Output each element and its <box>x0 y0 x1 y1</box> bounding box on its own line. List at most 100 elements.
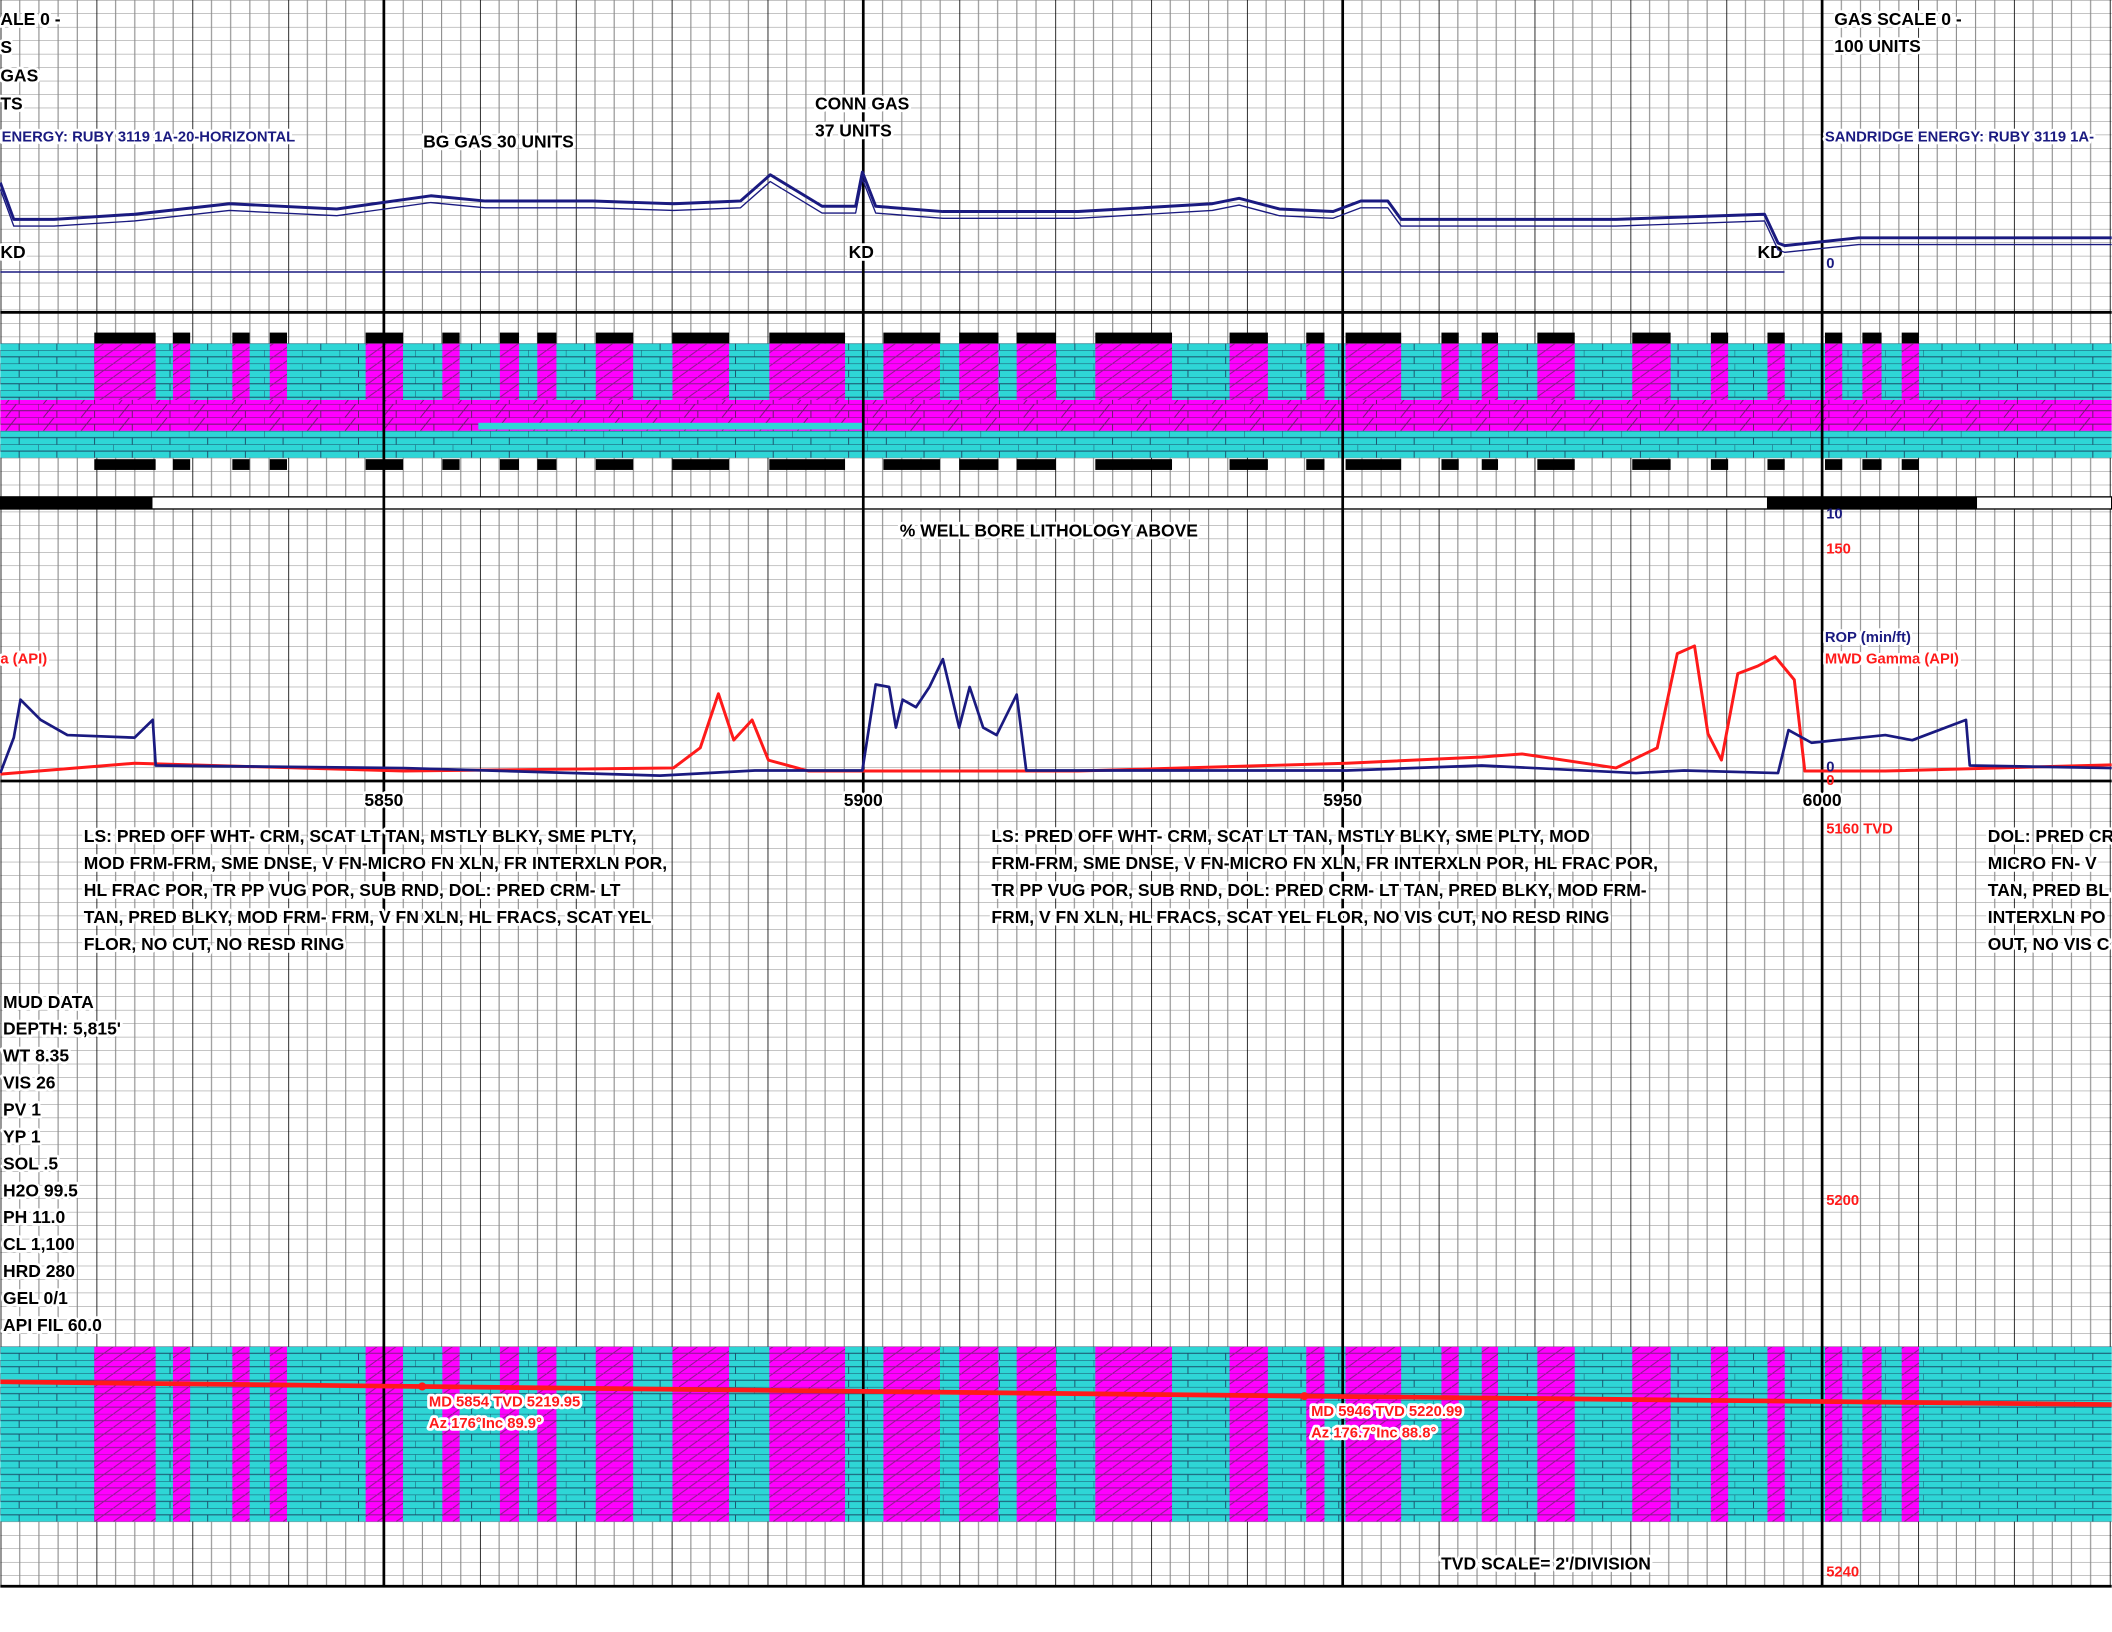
tvd-scale-label: TVD SCALE= 2'/DIVISION <box>1441 1553 1651 1573</box>
interval-marker <box>1824 332 1843 344</box>
dolomite-interval <box>1632 343 1671 400</box>
dolomite-interval <box>883 1346 940 1522</box>
gamma-tick-label: 0 <box>1826 773 1834 789</box>
interval-marker <box>1345 459 1402 470</box>
depth-label: 6000 <box>1803 790 1842 810</box>
description-line: FLOR, NO CUT, NO RESD RING <box>84 934 345 954</box>
mud-data-line: API FIL 60.0 <box>3 1315 102 1335</box>
gas-scale-label: TS <box>0 94 22 114</box>
dolomite-interval <box>442 1346 460 1522</box>
dolomite-interval <box>1862 1346 1882 1522</box>
interval-marker <box>595 332 634 344</box>
interval-marker <box>1901 332 1919 344</box>
interval-marker <box>1767 459 1785 470</box>
tvd-tick-label: 5160 TVD <box>1826 821 1893 837</box>
interval-marker <box>1306 459 1325 470</box>
dolomite-interval <box>672 343 730 400</box>
interval-marker <box>1481 332 1499 344</box>
mud-data-line: CL 1,100 <box>3 1234 75 1254</box>
dolomite-interval <box>232 343 250 400</box>
gamma-tick-label: 150 <box>1826 541 1851 557</box>
description-line: MICRO FN- V <box>1988 853 2097 873</box>
rop-tick-label: 0 <box>1826 759 1834 775</box>
interval-marker <box>1710 332 1729 344</box>
interval-marker <box>1095 459 1173 470</box>
gas-scale-label: GAS SCALE 0 - <box>1834 9 1962 29</box>
mud-data-line: MUD DATA <box>3 992 94 1012</box>
dolomite-interval <box>94 1346 156 1522</box>
interval-marker <box>1095 332 1173 344</box>
interval-marker <box>94 332 156 344</box>
interval-marker <box>94 459 156 470</box>
well-name: SANDRIDGE ENERGY: RUBY 3119 1A- <box>1825 129 2094 145</box>
mud-data-line: SOL .5 <box>3 1153 58 1173</box>
interval-marker <box>269 459 288 470</box>
description-line: HL FRAC POR, TR PP VUG POR, SUB RND, DOL… <box>84 880 621 900</box>
interval-marker <box>499 459 520 470</box>
interval-marker <box>1901 459 1919 470</box>
interval-marker <box>1537 332 1575 344</box>
lithology-track <box>0 332 2112 1522</box>
interval-marker <box>1229 332 1268 344</box>
dolomite-interval <box>269 343 288 400</box>
mud-data-line: VIS 26 <box>3 1073 56 1093</box>
mud-data-line: DEPTH: 5,815' <box>3 1019 121 1039</box>
dolomite-interval <box>1481 343 1499 400</box>
dolomite-interval <box>1537 1346 1575 1522</box>
dolomite-interval <box>769 1346 846 1522</box>
interval-marker <box>1632 332 1671 344</box>
dolomite-interval <box>1862 343 1882 400</box>
gas-scale-label: ALE 0 - <box>0 9 60 29</box>
dolomite-interval <box>672 1346 730 1522</box>
gas-curve <box>0 170 2112 248</box>
mud-data-line: H2O 99.5 <box>3 1180 78 1200</box>
bar-fill <box>0 496 153 509</box>
dolomite-interval <box>595 1346 634 1522</box>
interval-marker <box>1537 459 1575 470</box>
description-line: TAN, PRED BLKY, MOD FRM- FRM, V FN XLN, … <box>84 907 652 927</box>
dolomite-interval <box>883 343 940 400</box>
interval-marker <box>442 459 460 470</box>
interval-marker <box>959 459 999 470</box>
bar-fill <box>1766 496 1978 509</box>
dolomite-interval <box>1767 1346 1785 1522</box>
dolomite-interval <box>1824 1346 1843 1522</box>
interval-marker <box>232 459 250 470</box>
interval-marker <box>269 332 288 344</box>
dolomite-interval <box>499 1346 520 1522</box>
dolomite-interval <box>1345 343 1402 400</box>
gas-tick-label: 0 <box>1826 256 1834 272</box>
interval-marker <box>537 459 557 470</box>
interval-marker <box>1710 459 1729 470</box>
dolomite-interval <box>442 343 460 400</box>
description-line: LS: PRED OFF WHT- CRM, SCAT LT TAN, MSTL… <box>991 826 1590 846</box>
mud-data-line: HRD 280 <box>3 1261 75 1281</box>
interval-marker <box>672 332 730 344</box>
interval-marker <box>883 459 940 470</box>
description-line: FRM-FRM, SME DNSE, V FN-MICRO FN XLN, FR… <box>991 853 1658 873</box>
interval-marker <box>883 332 940 344</box>
dolomite-interval <box>537 1346 557 1522</box>
dolomite-interval <box>94 343 156 400</box>
dolomite-interval <box>1095 1346 1173 1522</box>
dolomite-interval <box>1710 343 1729 400</box>
dolomite-interval <box>1345 1346 1402 1522</box>
interval-marker <box>769 459 846 470</box>
interval-marker <box>1862 459 1882 470</box>
mud-data-line: YP 1 <box>3 1126 41 1146</box>
dolomite-interval <box>172 343 191 400</box>
survey-annotation: MD 5946 TVD 5220.99 <box>1311 1404 1462 1420</box>
interval-marker <box>1016 332 1056 344</box>
dolomite-interval <box>1306 1346 1325 1522</box>
gamma-curve <box>0 644 2112 776</box>
survey-annotation: MD 5854 TVD 5219.95 <box>429 1395 580 1411</box>
dolomite-interval <box>1710 1346 1729 1522</box>
interval-marker <box>672 459 730 470</box>
interval-marker <box>172 332 191 344</box>
interval-marker <box>1481 459 1499 470</box>
depth-label: 5950 <box>1323 790 1362 810</box>
dolomite-interval <box>269 1346 288 1522</box>
dolomite-interval <box>537 343 557 400</box>
kd-label: KD <box>849 242 874 262</box>
description-line: LS: PRED OFF WHT- CRM, SCAT LT TAN, MSTL… <box>84 826 637 846</box>
